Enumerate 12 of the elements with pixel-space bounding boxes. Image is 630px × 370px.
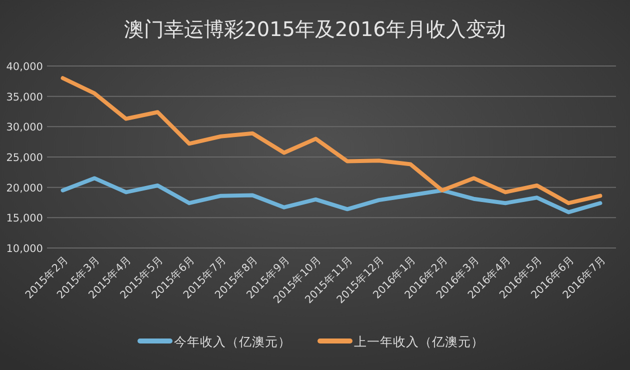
chart-title: 澳门幸运博彩2015年及2016年月收入变动 <box>124 17 506 41</box>
line-series <box>60 76 602 206</box>
y-tick-label: 30,000 <box>6 122 43 134</box>
legend-label: 上一年收入（亿澳元） <box>354 334 484 349</box>
legend-label: 今年收入（亿澳元） <box>174 334 291 349</box>
y-tick-label: 40,000 <box>6 61 43 73</box>
line-series <box>60 176 602 214</box>
y-tick-label: 20,000 <box>6 182 43 194</box>
y-tick-label: 25,000 <box>6 152 43 164</box>
y-tick-label: 35,000 <box>6 91 43 104</box>
y-tick-label: 15,000 <box>6 212 43 225</box>
y-tick-label: 10,000 <box>6 243 43 255</box>
